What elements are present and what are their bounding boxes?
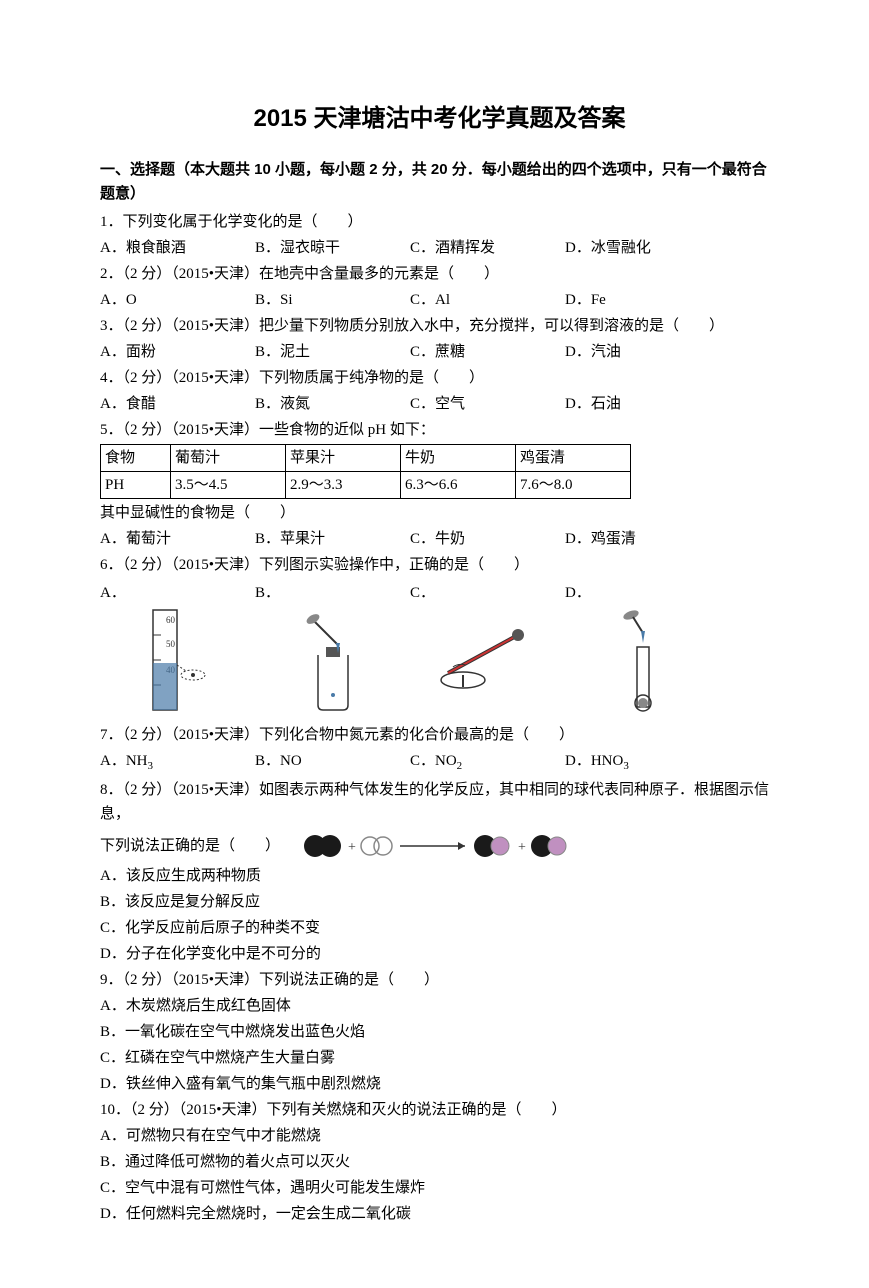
q5-td-3: 6.3～6.6 [401, 472, 516, 499]
q3-opt-c: C．蔗糖 [410, 340, 565, 364]
q8-text-2: 下列说法正确的是（ ） [100, 834, 280, 858]
q6-img-b [255, 605, 410, 715]
q8-opt-d: D．分子在化学变化中是不可分的 [100, 942, 779, 966]
q1-opt-a: A．粮食酿酒 [100, 236, 255, 260]
q6-img-a: 60 50 40 [100, 605, 255, 715]
question-3: 3．（2 分）（2015•天津）把少量下列物质分别放入水中，充分搅拌，可以得到溶… [100, 314, 779, 364]
q9-opt-b: B．一氧化碳在空气中燃烧发出蓝色火焰 [100, 1020, 779, 1044]
q5-table: 食物 葡萄汁 苹果汁 牛奶 鸡蛋清 PH 3.5～4.5 2.9～3.3 6.3… [100, 444, 631, 499]
q2-opt-c: C．Al [410, 288, 565, 312]
q2-opt-a: A．O [100, 288, 255, 312]
q7-opt-a: A．NH3 [100, 749, 255, 776]
svg-text:50: 50 [166, 639, 176, 649]
q5-td-0: PH [101, 472, 171, 499]
q6-text: 6．（2 分）（2015•天津）下列图示实验操作中，正确的是（ ） [100, 553, 779, 577]
q8-text-1: 8．（2 分）（2015•天津）如图表示两种气体发生的化学反应，其中相同的球代表… [100, 778, 779, 826]
q8-opt-b: B．该反应是复分解反应 [100, 890, 779, 914]
q6-opt-c: C． [410, 581, 565, 605]
q8-opt-a: A．该反应生成两种物质 [100, 864, 779, 888]
question-1: 1．下列变化属于化学变化的是（ ） A．粮食酿酒 B．湿衣晾干 C．酒精挥发 D… [100, 210, 779, 260]
question-5: 5．（2 分）（2015•天津）一些食物的近似 pH 如下： 食物 葡萄汁 苹果… [100, 418, 779, 551]
q5-opt-c: C．牛奶 [410, 527, 565, 551]
q4-opt-b: B．液氮 [255, 392, 410, 416]
question-4: 4．（2 分）（2015•天津）下列物质属于纯净物的是（ ） A．食醋 B．液氮… [100, 366, 779, 416]
q6-img-d [565, 605, 720, 715]
q7-opt-d: D．HNO3 [565, 749, 629, 776]
q9-text: 9．（2 分）（2015•天津）下列说法正确的是（ ） [100, 968, 779, 992]
question-8: 8．（2 分）（2015•天津）如图表示两种气体发生的化学反应，其中相同的球代表… [100, 778, 779, 966]
q5-th-2: 苹果汁 [286, 445, 401, 472]
q4-text: 4．（2 分）（2015•天津）下列物质属于纯净物的是（ ） [100, 366, 779, 390]
q5-post: 其中显碱性的食物是（ ） [100, 501, 779, 525]
q5-table-row: PH 3.5～4.5 2.9～3.3 6.3～6.6 7.6～8.0 [101, 472, 631, 499]
q7-opt-c: C．NO2 [410, 749, 565, 776]
q4-opt-a: A．食醋 [100, 392, 255, 416]
q10-opt-b: B．通过降低可燃物的着火点可以灭火 [100, 1150, 779, 1174]
q10-opt-c: C．空气中混有可燃性气体，遇明火可能发生爆炸 [100, 1176, 779, 1200]
svg-text:60: 60 [166, 615, 176, 625]
q3-text: 3．（2 分）（2015•天津）把少量下列物质分别放入水中，充分搅拌，可以得到溶… [100, 314, 779, 338]
q5-th-0: 食物 [101, 445, 171, 472]
question-9: 9．（2 分）（2015•天津）下列说法正确的是（ ） A．木炭燃烧后生成红色固… [100, 968, 779, 1096]
question-6: 6．（2 分）（2015•天津）下列图示实验操作中，正确的是（ ） A． 60 … [100, 553, 779, 715]
q2-opt-d: D．Fe [565, 288, 606, 312]
q8-opt-c: C．化学反应前后原子的种类不变 [100, 916, 779, 940]
q5-opt-b: B．苹果汁 [255, 527, 410, 551]
q10-text: 10．（2 分）（2015•天津）下列有关燃烧和灭火的说法正确的是（ ） [100, 1098, 779, 1122]
q8-reaction-diagram: + + [300, 828, 600, 864]
q1-opt-c: C．酒精挥发 [410, 236, 565, 260]
q6-opt-a: A． [100, 581, 255, 605]
q7-text: 7．（2 分）（2015•天津）下列化合物中氮元素的化合价最高的是（ ） [100, 723, 779, 747]
q2-text: 2．（2 分）（2015•天津）在地壳中含量最多的元素是（ ） [100, 262, 779, 286]
q9-opt-d: D．铁丝伸入盛有氧气的集气瓶中剧烈燃烧 [100, 1072, 779, 1096]
q6-opt-d: D． [565, 581, 720, 605]
q5-th-3: 牛奶 [401, 445, 516, 472]
q10-opt-d: D．任何燃料完全燃烧时，一定会生成二氧化碳 [100, 1202, 779, 1226]
q9-opt-a: A．木炭燃烧后生成红色固体 [100, 994, 779, 1018]
q5-td-2: 2.9～3.3 [286, 472, 401, 499]
question-10: 10．（2 分）（2015•天津）下列有关燃烧和灭火的说法正确的是（ ） A．可… [100, 1098, 779, 1226]
q3-opt-a: A．面粉 [100, 340, 255, 364]
q4-opt-c: C．空气 [410, 392, 565, 416]
q3-opt-d: D．汽油 [565, 340, 621, 364]
q5-opt-d: D．鸡蛋清 [565, 527, 636, 551]
question-2: 2．（2 分）（2015•天津）在地壳中含量最多的元素是（ ） A．O B．Si… [100, 262, 779, 312]
q1-opt-d: D．冰雪融化 [565, 236, 651, 260]
svg-text:+: + [348, 840, 356, 855]
q6-img-c [410, 605, 565, 715]
q5-opt-a: A．葡萄汁 [100, 527, 255, 551]
q3-opt-b: B．泥土 [255, 340, 410, 364]
q5-text: 5．（2 分）（2015•天津）一些食物的近似 pH 如下： [100, 418, 779, 442]
q2-opt-b: B．Si [255, 288, 410, 312]
q9-opt-c: C．红磷在空气中燃烧产生大量白雾 [100, 1046, 779, 1070]
q5-th-4: 鸡蛋清 [516, 445, 631, 472]
question-7: 7．（2 分）（2015•天津）下列化合物中氮元素的化合价最高的是（ ） A．N… [100, 723, 779, 776]
svg-text:+: + [518, 840, 526, 855]
q5-th-1: 葡萄汁 [171, 445, 286, 472]
section-header: 一、选择题（本大题共 10 小题，每小题 2 分，共 20 分．每小题给出的四个… [100, 158, 779, 206]
q5-td-4: 7.6～8.0 [516, 472, 631, 499]
q1-text: 1．下列变化属于化学变化的是（ ） [100, 210, 779, 234]
q6-opt-b: B． [255, 581, 410, 605]
page-title: 2015 天津塘沽中考化学真题及答案 [100, 100, 779, 138]
q4-opt-d: D．石油 [565, 392, 621, 416]
q5-table-header: 食物 葡萄汁 苹果汁 牛奶 鸡蛋清 [101, 445, 631, 472]
q1-opt-b: B．湿衣晾干 [255, 236, 410, 260]
q10-opt-a: A．可燃物只有在空气中才能燃烧 [100, 1124, 779, 1148]
q7-opt-b: B．NO [255, 749, 410, 776]
q5-td-1: 3.5～4.5 [171, 472, 286, 499]
